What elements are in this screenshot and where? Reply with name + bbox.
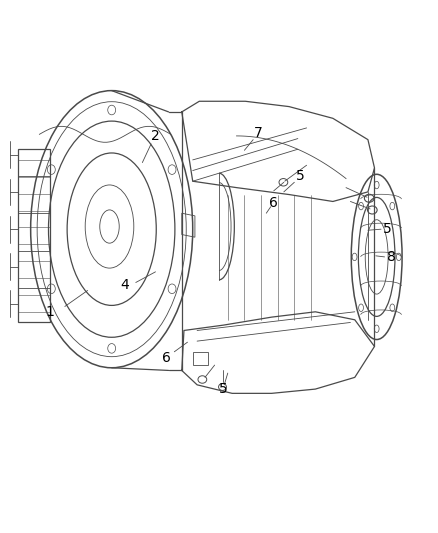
Text: 5: 5: [219, 382, 228, 396]
Text: 4: 4: [120, 278, 129, 292]
Text: 8: 8: [387, 250, 396, 264]
Text: 6: 6: [269, 196, 278, 209]
Text: 5: 5: [383, 222, 392, 236]
Text: 7: 7: [254, 126, 263, 140]
Text: 1: 1: [46, 305, 55, 319]
Text: 5: 5: [296, 169, 304, 183]
Text: 6: 6: [162, 351, 171, 365]
Text: 2: 2: [151, 129, 160, 143]
